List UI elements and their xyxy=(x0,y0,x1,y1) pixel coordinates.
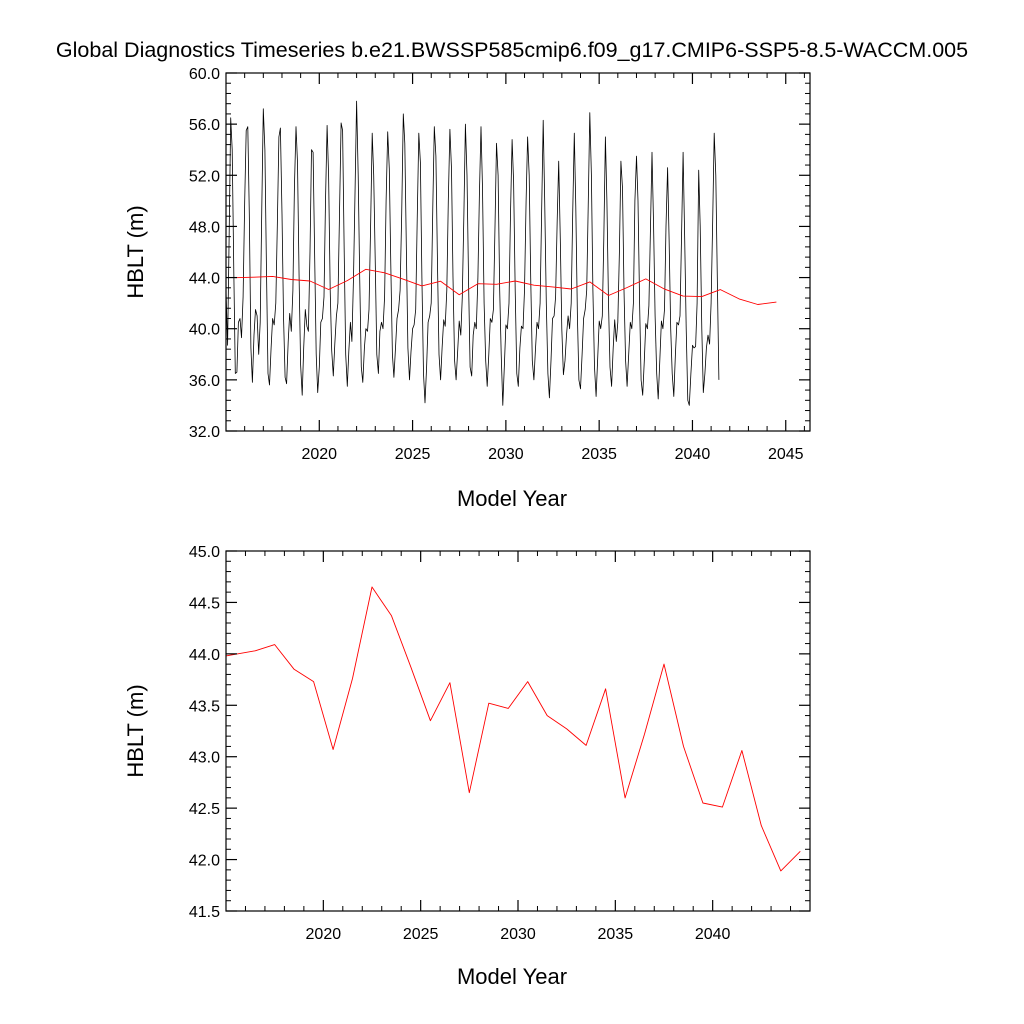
top-y-tick-label: 40.0 xyxy=(189,322,220,339)
top-y-tick-label: 36.0 xyxy=(189,373,220,390)
bottom-x-tick-label: 2035 xyxy=(598,926,634,943)
bottom-x-tick-label: 2030 xyxy=(500,926,536,943)
top-x-tick-label: 2040 xyxy=(675,446,711,463)
top-y-tick-label: 56.0 xyxy=(189,117,220,134)
bottom-y-tick-label: 45.0 xyxy=(189,544,220,561)
top-x-tick-label: 2045 xyxy=(768,446,804,463)
top-y-tick-label: 44.0 xyxy=(189,271,220,288)
bottom-y-tick-label: 44.5 xyxy=(189,595,220,612)
top-y-tick-label: 60.0 xyxy=(189,66,220,83)
top-x-tick-label: 2030 xyxy=(488,446,524,463)
bottom-y-tick-label: 41.5 xyxy=(189,904,220,921)
top-x-axis-label: Model Year xyxy=(457,486,567,511)
bottom-y-axis-label: HBLT (m) xyxy=(123,684,148,777)
top-x-tick-label: 2025 xyxy=(395,446,431,463)
top-panel: 2020 2025 2030 2035 2040 2045 32.0 36.0 40.0 44.0… xyxy=(123,66,811,511)
top-monthly-line xyxy=(225,100,720,406)
bottom-x-tick-label: 2040 xyxy=(695,926,731,943)
top-annual-mean-line xyxy=(235,268,777,305)
top-x-tick-label: 2020 xyxy=(301,446,337,463)
bottom-plot-frame xyxy=(225,550,811,912)
bottom-panel: 2020 2025 2030 2035 2040 41.5 42.0 42.5 43.0 43.5… xyxy=(123,544,811,989)
bottom-axes: 2020 2025 2030 2035 2040 41.5 42.0 42.5 43.0 43.5… xyxy=(189,544,811,943)
bottom-x-tick-label: 2025 xyxy=(403,926,439,943)
figure-title: Global Diagnostics Timeseries b.e21.BWSS… xyxy=(56,38,968,62)
top-y-tick-label: 52.0 xyxy=(189,168,220,185)
bottom-x-axis-label: Model Year xyxy=(457,964,567,989)
top-y-tick-label: 48.0 xyxy=(189,219,220,236)
bottom-y-tick-label: 44.0 xyxy=(189,647,220,664)
bottom-x-tick-label: 2020 xyxy=(306,926,342,943)
top-plot-frame xyxy=(225,72,811,432)
bottom-y-tick-label: 42.0 xyxy=(189,853,220,870)
top-axes: 2020 2025 2030 2035 2040 2045 32.0 36.0 40.0 44.0… xyxy=(189,66,810,463)
bottom-y-tick-label: 43.0 xyxy=(189,750,220,767)
top-y-axis-label: HBLT (m) xyxy=(123,205,148,298)
top-series-group xyxy=(225,100,777,406)
bottom-series-group xyxy=(225,586,801,872)
top-y-tick-label: 32.0 xyxy=(189,424,220,441)
bottom-y-tick-label: 43.5 xyxy=(189,698,220,715)
bottom-annual-mean-line xyxy=(225,586,801,872)
bottom-y-tick-label: 42.5 xyxy=(189,801,220,818)
top-x-tick-label: 2035 xyxy=(581,446,617,463)
